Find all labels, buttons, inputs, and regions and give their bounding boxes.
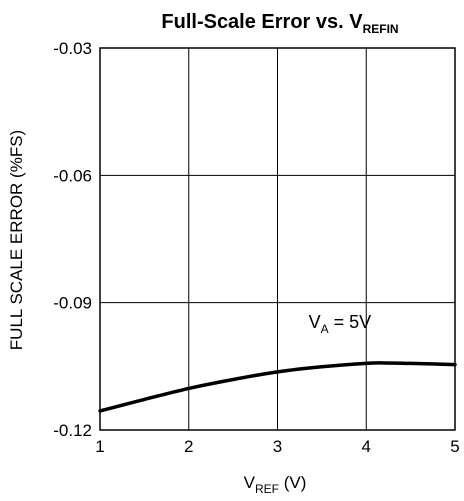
x-axis-label: VREF (V) xyxy=(244,473,307,496)
x-tick-label: 5 xyxy=(450,437,459,456)
series-line-0 xyxy=(98,361,457,413)
chart-title-main: Full-Scale Error vs. V xyxy=(161,11,363,33)
x-tick-label: 3 xyxy=(273,437,282,456)
grid xyxy=(100,48,455,430)
y-tick-label: -0.09 xyxy=(53,294,92,313)
x-axis-label-subscript: REF xyxy=(255,482,279,496)
x-tick-label: 2 xyxy=(184,437,193,456)
annotation-main: V xyxy=(309,312,321,332)
x-tick-label: 4 xyxy=(362,437,371,456)
annotation-suffix: = 5V xyxy=(329,312,372,332)
y-tick-labels: -0.03 -0.06 -0.09 -0.12 xyxy=(53,39,92,440)
series-group xyxy=(98,361,457,413)
annotation-subscript: A xyxy=(321,322,329,336)
y-axis-label: FULL SCALE ERROR (%FS) xyxy=(7,130,26,350)
x-axis-label-main: V xyxy=(244,473,256,492)
y-tick-label: -0.06 xyxy=(53,166,92,185)
chart-title-subscript: REFIN xyxy=(363,22,399,36)
annotation: VA = 5V xyxy=(309,312,372,336)
chart-title: Full-Scale Error vs. VREFIN xyxy=(161,11,398,36)
y-tick-label: -0.12 xyxy=(53,421,92,440)
x-tick-label: 1 xyxy=(95,437,104,456)
x-axis-label-suffix: (V) xyxy=(279,473,306,492)
y-tick-label: -0.03 xyxy=(53,39,92,58)
plot-frame xyxy=(99,47,456,431)
x-tick-labels: 1 2 3 4 5 xyxy=(95,437,459,456)
